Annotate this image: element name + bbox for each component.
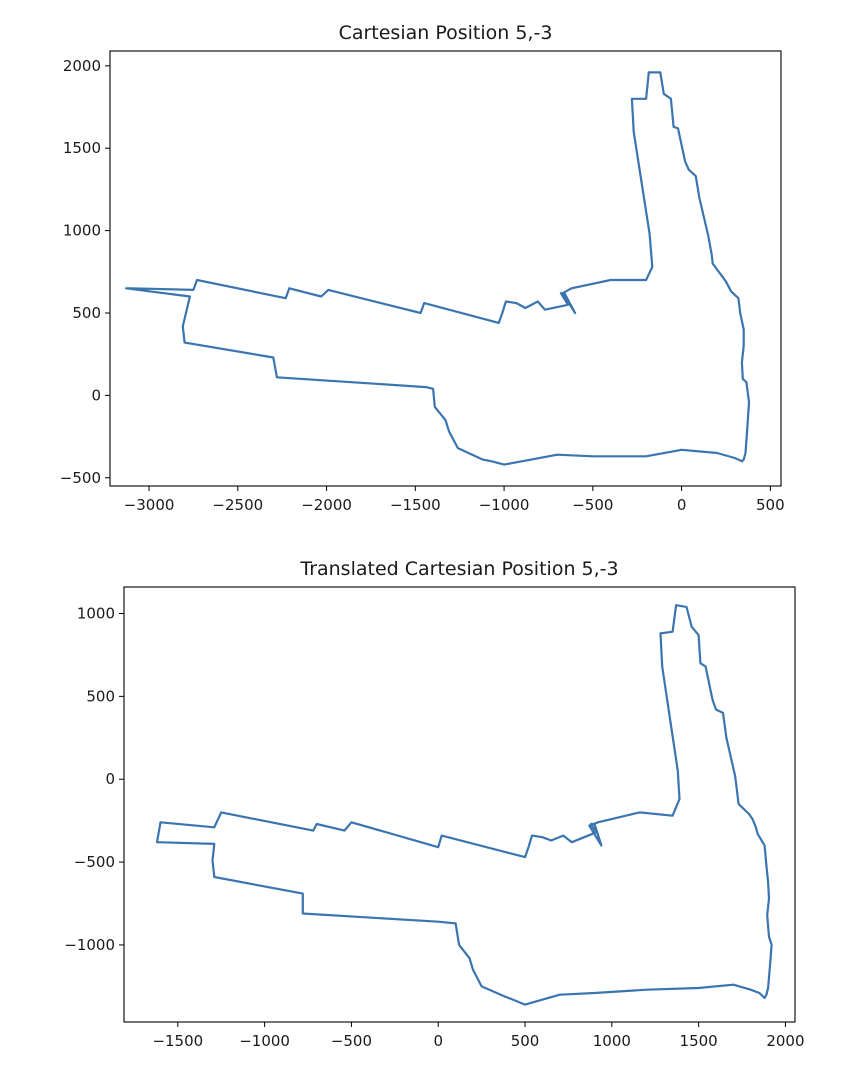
chart-1-x-tick-label: −1500 — [390, 496, 441, 514]
chart-1-x-tick-label: −2500 — [212, 496, 263, 514]
chart-1-y-tick-label: 1500 — [63, 139, 101, 157]
chart-1-axes-frame — [109, 50, 782, 487]
chart-2-x-tick-label: 1000 — [593, 1032, 631, 1050]
chart-2-title: Translated Cartesian Position 5,-3 — [299, 558, 618, 580]
chart-2-y-tick-label: 0 — [105, 770, 115, 788]
chart-2-x-tick-label: −1500 — [152, 1032, 203, 1050]
chart-2-y-tick-label: −500 — [74, 853, 115, 871]
chart-1-x-tick-label: −500 — [572, 496, 613, 514]
chart-2-y-tick-label: 1000 — [77, 605, 115, 623]
chart-2-x-tick-label: 0 — [433, 1032, 443, 1050]
chart-1-y-tick-label: 0 — [91, 386, 101, 404]
chart-1-x-tick-label: −1000 — [479, 496, 530, 514]
chart-1-x-tick-label: −2000 — [301, 496, 352, 514]
chart-2-series-line — [155, 604, 773, 1006]
chart-2-axes-frame — [123, 586, 796, 1023]
chart-2-x-tick-label: 500 — [511, 1032, 540, 1050]
chart-2-x-tick-label: −1000 — [239, 1032, 290, 1050]
chart-2-x-tick-label: −500 — [331, 1032, 372, 1050]
chart-1-y-tick-label: −500 — [60, 469, 101, 487]
chart-2-y-tick-label: 500 — [86, 687, 115, 705]
chart-1-y-tick-label: 500 — [72, 304, 101, 322]
chart-1-y-tick-label: 1000 — [63, 222, 101, 240]
chart-1-x-tick-label: 0 — [677, 496, 687, 514]
chart-2-x-tick-label: 2000 — [766, 1032, 804, 1050]
chart-2-y-tick-label: −1000 — [64, 936, 115, 954]
chart-1-x-tick-label: −3000 — [124, 496, 175, 514]
chart-1-series-line — [124, 71, 751, 466]
chart-1-title: Cartesian Position 5,-3 — [339, 22, 553, 44]
chart-1-x-tick-label: 500 — [756, 496, 785, 514]
chart-1-y-tick-label: 2000 — [63, 57, 101, 75]
chart-2-x-tick-label: 1500 — [680, 1032, 718, 1050]
